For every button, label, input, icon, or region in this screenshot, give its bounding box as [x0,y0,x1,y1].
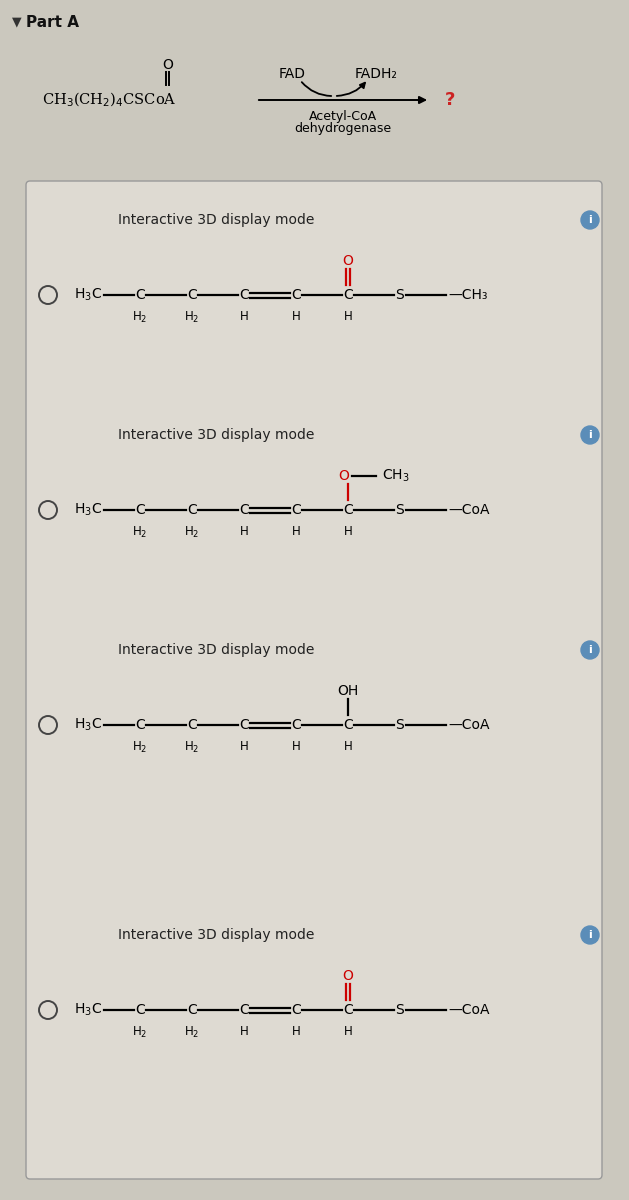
Text: C: C [187,503,197,517]
Text: OH: OH [337,684,359,698]
Text: C: C [135,718,145,732]
Text: H$_2$: H$_2$ [132,526,148,540]
Text: H: H [292,310,301,323]
Text: C: C [239,718,249,732]
Text: C: C [291,288,301,302]
Text: S: S [396,1003,404,1018]
Text: O: O [162,58,174,72]
Text: S: S [396,718,404,732]
Text: Interactive 3D display mode: Interactive 3D display mode [118,428,314,442]
Text: C: C [187,288,197,302]
Text: —CoA: —CoA [448,503,489,517]
Text: Interactive 3D display mode: Interactive 3D display mode [118,643,314,658]
Text: H: H [292,740,301,754]
Text: C: C [239,288,249,302]
Text: C: C [187,1003,197,1018]
Text: Acetyl-CoA: Acetyl-CoA [309,110,377,122]
Text: i: i [588,430,592,440]
Text: Interactive 3D display mode: Interactive 3D display mode [118,928,314,942]
Text: —CoA: —CoA [448,718,489,732]
Text: H: H [343,310,352,323]
Circle shape [581,926,599,944]
Text: —CoA: —CoA [448,1003,489,1018]
Text: C: C [187,718,197,732]
Text: H: H [343,526,352,538]
Text: C: C [135,288,145,302]
Text: Part A: Part A [26,14,79,30]
Text: H: H [343,1025,352,1038]
Text: S: S [396,503,404,517]
Text: Interactive 3D display mode: Interactive 3D display mode [118,214,314,227]
Text: C: C [343,503,353,517]
Text: H: H [292,1025,301,1038]
Text: FAD: FAD [279,67,306,80]
Text: H$_2$: H$_2$ [184,740,199,755]
Text: CH$_3$: CH$_3$ [382,468,409,484]
Text: H$_2$: H$_2$ [184,526,199,540]
Text: O: O [343,254,353,268]
Text: H$_3$C: H$_3$C [74,502,102,518]
Circle shape [581,426,599,444]
Text: C: C [135,1003,145,1018]
Text: FADH₂: FADH₂ [355,67,398,80]
Text: C: C [291,503,301,517]
Text: i: i [588,930,592,940]
Text: H: H [240,740,248,754]
Text: H: H [240,526,248,538]
Text: C: C [343,288,353,302]
Text: O: O [338,469,350,482]
Text: H$_2$: H$_2$ [132,1025,148,1040]
Text: O: O [343,970,353,983]
Text: H: H [240,1025,248,1038]
Text: i: i [588,646,592,655]
Text: CH$_3$(CH$_2$)$_4$CSCoA: CH$_3$(CH$_2$)$_4$CSCoA [42,91,177,109]
Text: S: S [396,288,404,302]
Text: H$_3$C: H$_3$C [74,716,102,733]
Text: C: C [135,503,145,517]
Text: H$_3$C: H$_3$C [74,1002,102,1018]
Circle shape [581,641,599,659]
Text: H: H [292,526,301,538]
Text: —CH₃: —CH₃ [448,288,487,302]
Text: H$_2$: H$_2$ [132,310,148,325]
Text: i: i [588,215,592,226]
Text: C: C [239,1003,249,1018]
Text: dehydrogenase: dehydrogenase [294,122,392,134]
Text: C: C [343,1003,353,1018]
Text: C: C [291,718,301,732]
FancyBboxPatch shape [26,181,602,1178]
Text: ▼: ▼ [12,14,21,28]
Text: H$_2$: H$_2$ [184,310,199,325]
Circle shape [581,211,599,229]
Text: H$_2$: H$_2$ [132,740,148,755]
Text: H: H [343,740,352,754]
Text: C: C [343,718,353,732]
Text: H$_2$: H$_2$ [184,1025,199,1040]
Text: H: H [240,310,248,323]
Text: H$_3$C: H$_3$C [74,287,102,304]
Text: ?: ? [445,91,455,109]
Text: C: C [291,1003,301,1018]
Text: C: C [239,503,249,517]
